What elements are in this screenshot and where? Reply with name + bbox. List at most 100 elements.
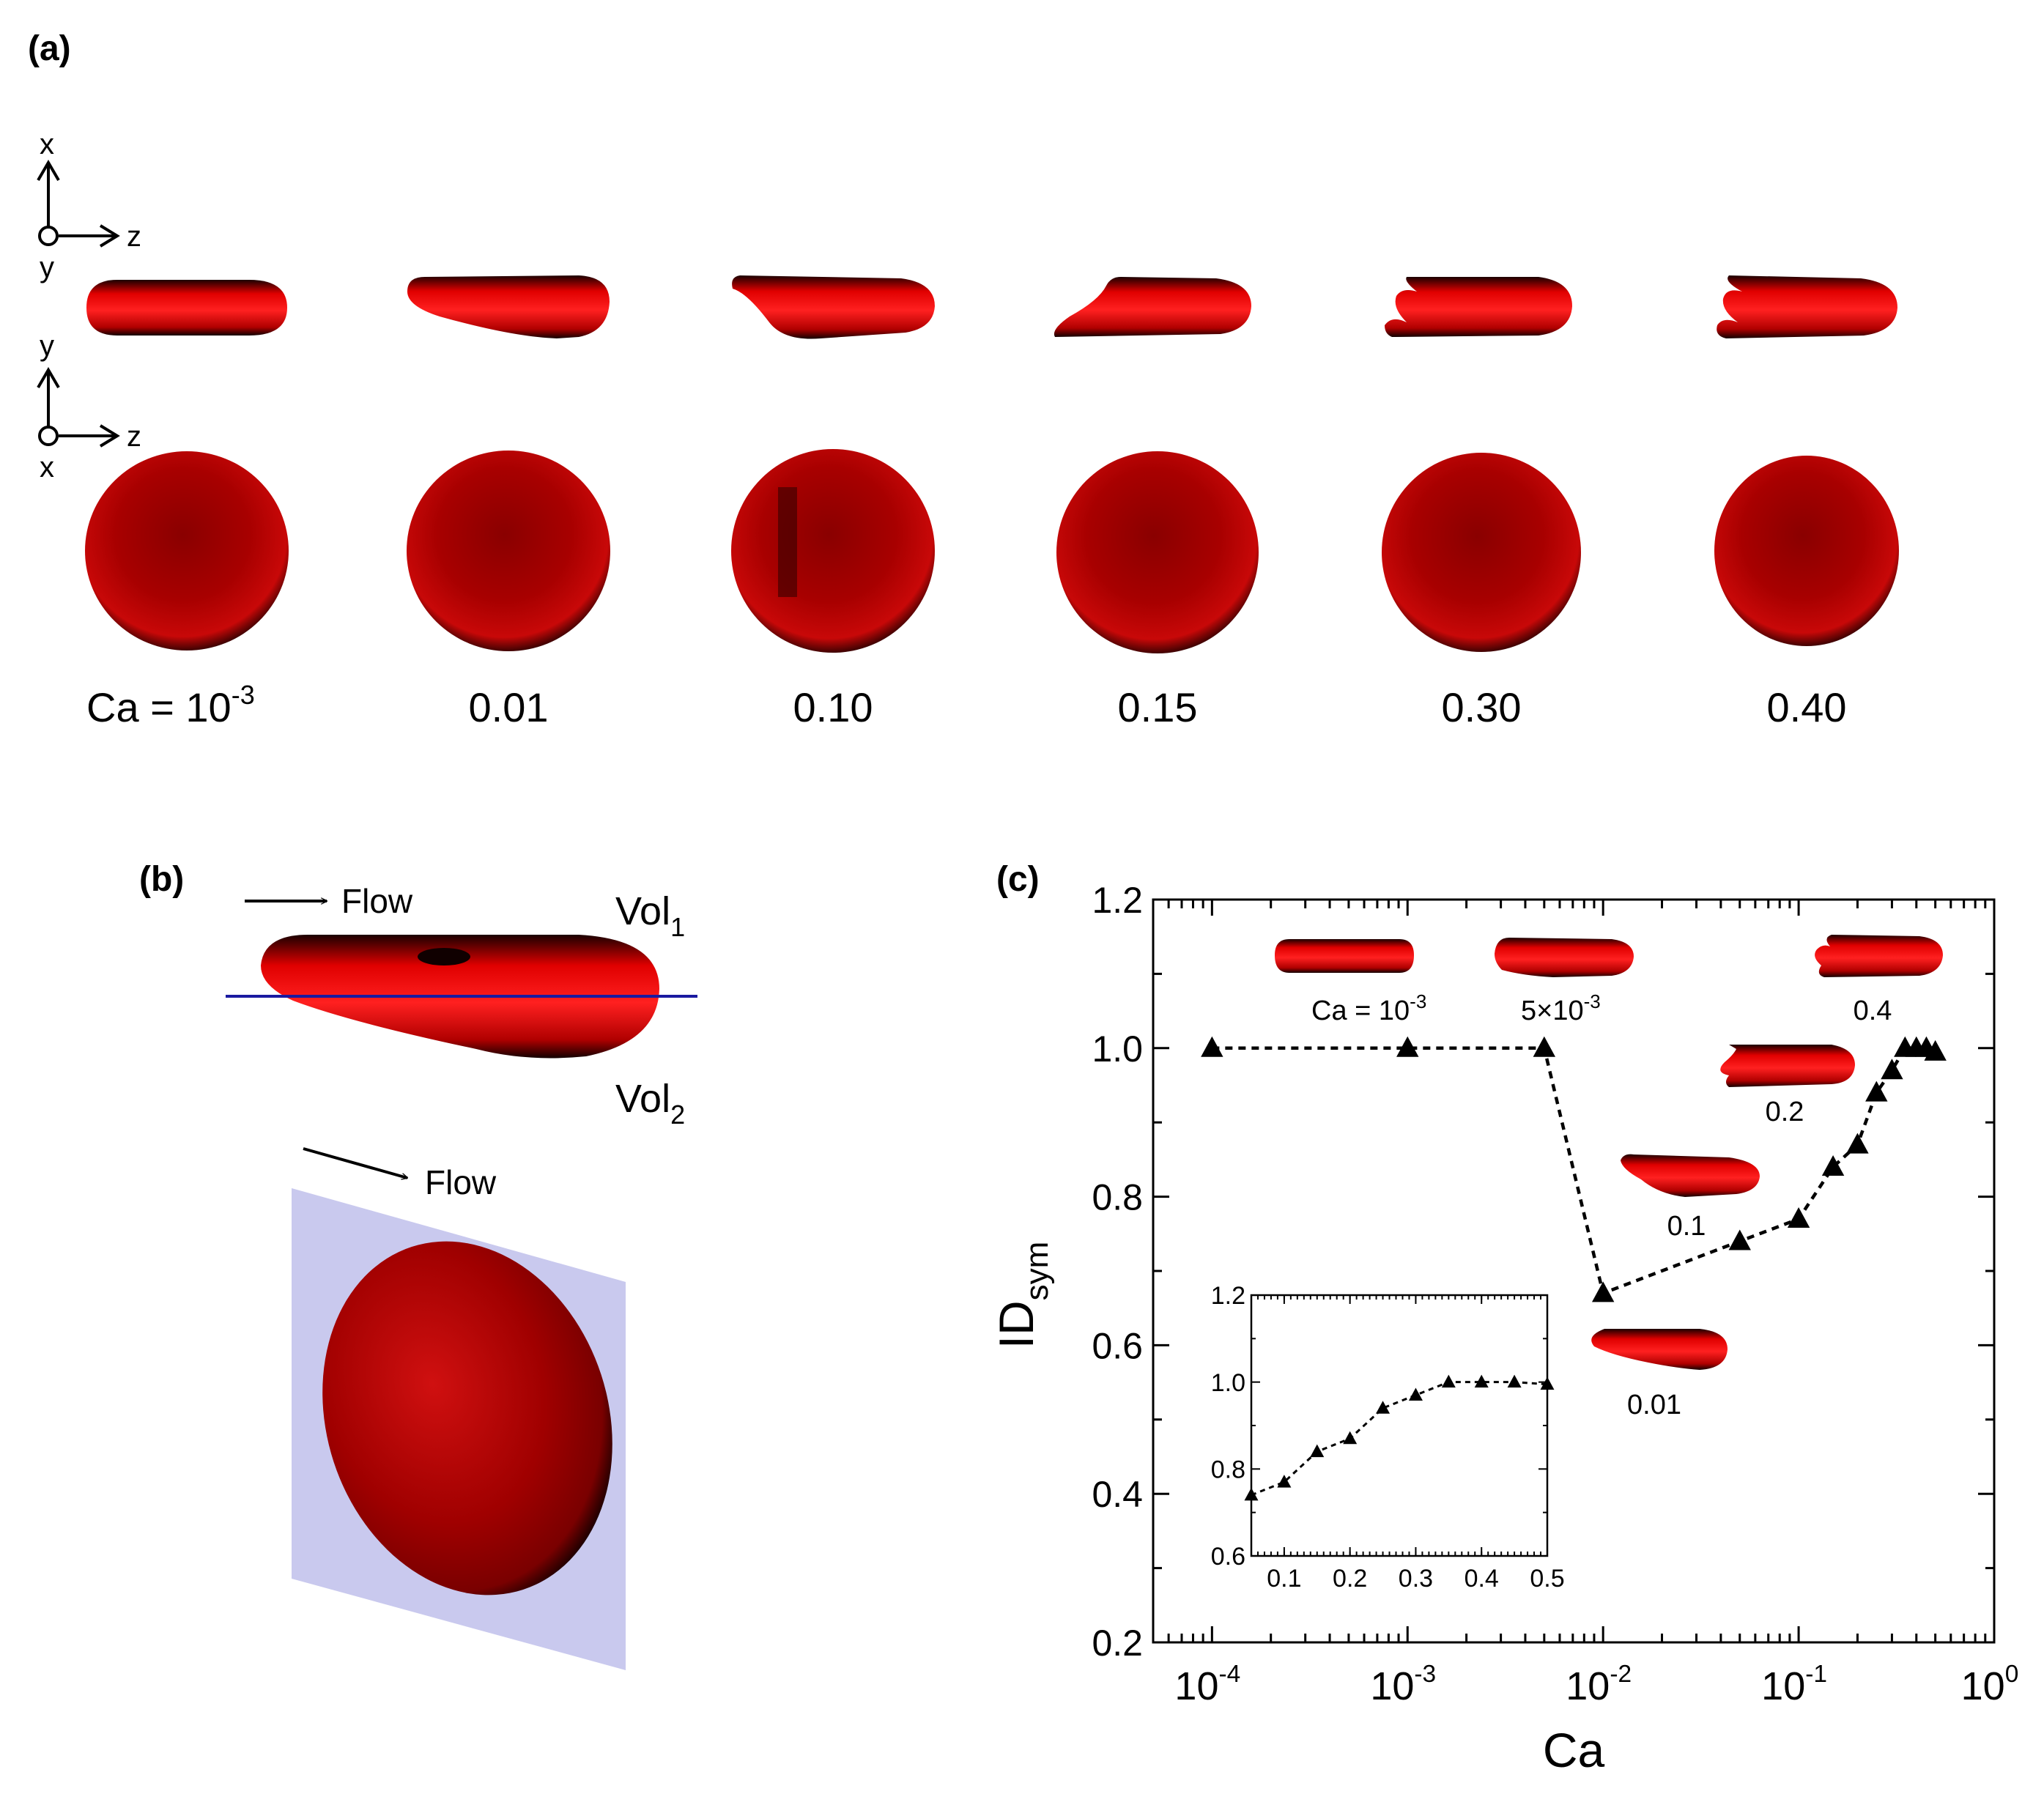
data-point (1821, 1155, 1845, 1176)
cell-front-view (407, 451, 610, 651)
data-point (1474, 1374, 1489, 1388)
data-point (1396, 1036, 1419, 1057)
ca-label: 0.40 (1767, 684, 1847, 730)
y-axis-title: IDsym (989, 1242, 1055, 1349)
cell-front-views (85, 449, 1899, 653)
cell-side-view (407, 275, 610, 338)
cell-front-view (731, 449, 935, 653)
axis-out-label: x (40, 451, 54, 483)
cell-front-view (85, 451, 289, 650)
main-chart: 0.2 0.4 0.6 0.8 1.0 1.2 10-4 10-3 10-2 10-1 100 Ca… (989, 880, 2018, 1777)
y-tick-label: 0.8 (1211, 1456, 1245, 1484)
shape-label: 0.1 (1667, 1211, 1706, 1242)
y-tick-label: 1.2 (1211, 1282, 1245, 1310)
data-point (1201, 1036, 1223, 1057)
cell-oblique-view (322, 1241, 612, 1595)
x-tick-label: 0.5 (1530, 1565, 1564, 1593)
ca-labels: Ca = 10-3 0.01 0.10 0.15 0.30 0.40 (86, 680, 1847, 730)
data-point (1408, 1387, 1423, 1401)
data-point (1540, 1376, 1555, 1390)
data-point (1881, 1059, 1903, 1080)
vol2-label: Vol2 (615, 1077, 685, 1130)
y-tick-label: 0.4 (1092, 1474, 1143, 1515)
vol1-label: Vol1 (615, 889, 685, 942)
axis-right-label: z (127, 220, 141, 253)
x-axis-title: Ca (1543, 1723, 1605, 1777)
flow-arrow-oblique: Flow (303, 1147, 497, 1201)
shape-labels: Ca = 10-3 5×10-3 0.4 0.2 0.1 0.01 (1311, 990, 1892, 1420)
axis-out-label: y (40, 251, 54, 283)
y-tick-label: 0.6 (1092, 1325, 1143, 1366)
series-line (1251, 1381, 1548, 1497)
data-point (1507, 1374, 1522, 1388)
flow-label: Flow (425, 1163, 497, 1201)
cell-shape-inset (1720, 1045, 1855, 1087)
axes-indicator-bottom: y z x (37, 330, 141, 483)
ca-label-first: Ca = 10-3 (86, 680, 255, 730)
data-point (1728, 1229, 1751, 1250)
shape-label: 0.01 (1627, 1390, 1681, 1420)
data-point (1924, 1039, 1947, 1061)
y-tick-label: 0.2 (1092, 1623, 1143, 1664)
y-tick-label: 1.2 (1092, 880, 1143, 921)
data-point (1310, 1444, 1325, 1458)
panel-a-label: (a) (28, 29, 71, 68)
x-tick-label: 10-3 (1370, 1661, 1436, 1708)
y-tick-label: 0.6 (1211, 1543, 1245, 1571)
cell-shape-inset (1815, 935, 1943, 977)
cell-front-view (1056, 451, 1259, 653)
flow-arrow-top: Flow (245, 882, 413, 920)
x-tick-label: 10-4 (1174, 1661, 1240, 1708)
cell-side-view (86, 280, 287, 336)
data-point (1591, 1281, 1615, 1302)
cell-front-view (1714, 456, 1899, 646)
data-point (1441, 1374, 1456, 1388)
cell-side-view (732, 275, 935, 339)
panel-c-label: (c) (996, 860, 1040, 899)
data-point (1277, 1475, 1292, 1488)
y-tick-label: 0.8 (1092, 1177, 1143, 1218)
x-tick-label: 0.3 (1399, 1565, 1433, 1593)
inset-chart: 0.6 0.8 1.0 1.2 0.1 0.2 0.3 0.4 0.5 (1211, 1282, 1565, 1593)
y-tick-label: 1.0 (1092, 1028, 1143, 1070)
data-point (1846, 1133, 1869, 1154)
cell-side-view (1385, 277, 1572, 337)
shape-label-first: Ca = 10-3 (1311, 990, 1426, 1026)
data-point (1343, 1431, 1358, 1445)
x-tick-label: 0.4 (1465, 1565, 1499, 1593)
x-tick-label: 10-1 (1761, 1661, 1827, 1708)
shape-label: 0.4 (1854, 996, 1892, 1026)
x-tick-label: 10-2 (1566, 1661, 1632, 1708)
x-tick-label: 100 (1961, 1661, 2019, 1708)
axis-up-label: x (40, 128, 54, 160)
y-tick-label: 1.0 (1211, 1369, 1245, 1397)
cell-side-view (1717, 275, 1897, 338)
cell-shape-inset (1621, 1154, 1760, 1197)
data-point (1865, 1081, 1888, 1102)
shape-insets (1275, 935, 1943, 1370)
data-point (1376, 1401, 1391, 1414)
x-tick-label: 0.2 (1333, 1565, 1367, 1593)
cell-shape-inset (1275, 939, 1414, 973)
shape-label-second: 5×10-3 (1521, 990, 1601, 1026)
inset-frame (1250, 1294, 1549, 1557)
data-point (1533, 1036, 1556, 1057)
data-point (1244, 1487, 1259, 1501)
axis-right-label: z (127, 420, 141, 453)
panel-b-label: (b) (139, 860, 184, 899)
flow-label: Flow (341, 882, 413, 920)
shape-label: 0.2 (1766, 1097, 1804, 1127)
cell-side-view (1054, 277, 1251, 337)
cell-side-views (86, 275, 1897, 339)
axis-up-label: y (40, 330, 54, 362)
cell-front-view (1382, 453, 1581, 652)
ca-label: 0.30 (1442, 684, 1522, 730)
axes-indicator-top: x z y (37, 128, 141, 283)
cell-shape-inset (1495, 938, 1634, 977)
cell-shape-inset (1591, 1329, 1728, 1370)
ca-label: 0.15 (1118, 684, 1198, 730)
data-point (1787, 1207, 1810, 1228)
x-tick-label: 0.1 (1267, 1565, 1301, 1593)
ca-label: 0.01 (469, 684, 549, 730)
